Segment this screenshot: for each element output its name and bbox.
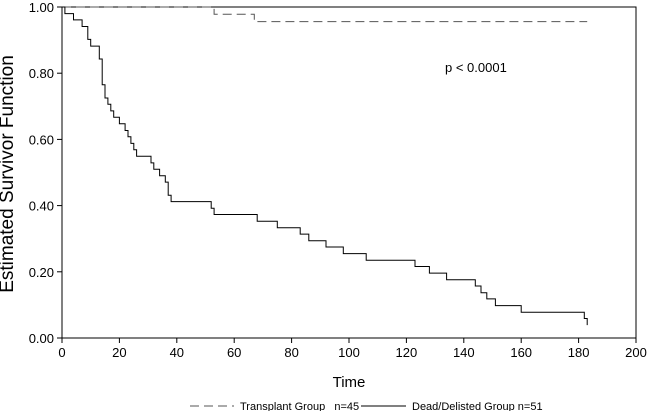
y-tick-label: 0.80 bbox=[29, 66, 54, 81]
legend: Transplant Group n=45 Dead/Delisted Grou… bbox=[190, 401, 543, 411]
legend-label-dead-delisted: Dead/Delisted Group n=51 bbox=[412, 401, 543, 411]
x-axis-title: Time bbox=[333, 374, 366, 391]
y-tick-label: 0.40 bbox=[29, 199, 54, 214]
y-tick-label: 1.00 bbox=[29, 0, 54, 15]
p-value-annotation: p < 0.0001 bbox=[445, 60, 507, 75]
x-tick-label: 140 bbox=[453, 345, 475, 360]
legend-label-transplant: Transplant Group n=45 bbox=[240, 401, 359, 411]
x-tick-label: 100 bbox=[338, 345, 360, 360]
y-tick-label: 0.00 bbox=[29, 331, 54, 346]
x-tick-label: 200 bbox=[625, 345, 647, 360]
x-tick-label: 40 bbox=[170, 345, 184, 360]
x-tick-label: 0 bbox=[58, 345, 65, 360]
x-tick-label: 120 bbox=[396, 345, 418, 360]
x-tick-label: 80 bbox=[284, 345, 298, 360]
series-dead-delisted-line bbox=[62, 6, 588, 326]
y-tick-label: 0.60 bbox=[29, 132, 54, 147]
plot-frame bbox=[61, 6, 637, 339]
x-tick-label: 60 bbox=[227, 345, 241, 360]
y-axis-title: Estimated Survivor Function bbox=[0, 55, 18, 293]
series-layer bbox=[62, 6, 588, 326]
x-tick-label: 20 bbox=[112, 345, 126, 360]
y-tick-label: 0.20 bbox=[29, 265, 54, 280]
x-tick-label: 180 bbox=[568, 345, 590, 360]
ticks-layer: 0 20 40 60 80 100 120 140 160 180 200 0.00 0.20 0.40 0… bbox=[29, 0, 647, 360]
series-transplant-line bbox=[62, 6, 588, 23]
x-tick-label: 160 bbox=[510, 345, 532, 360]
